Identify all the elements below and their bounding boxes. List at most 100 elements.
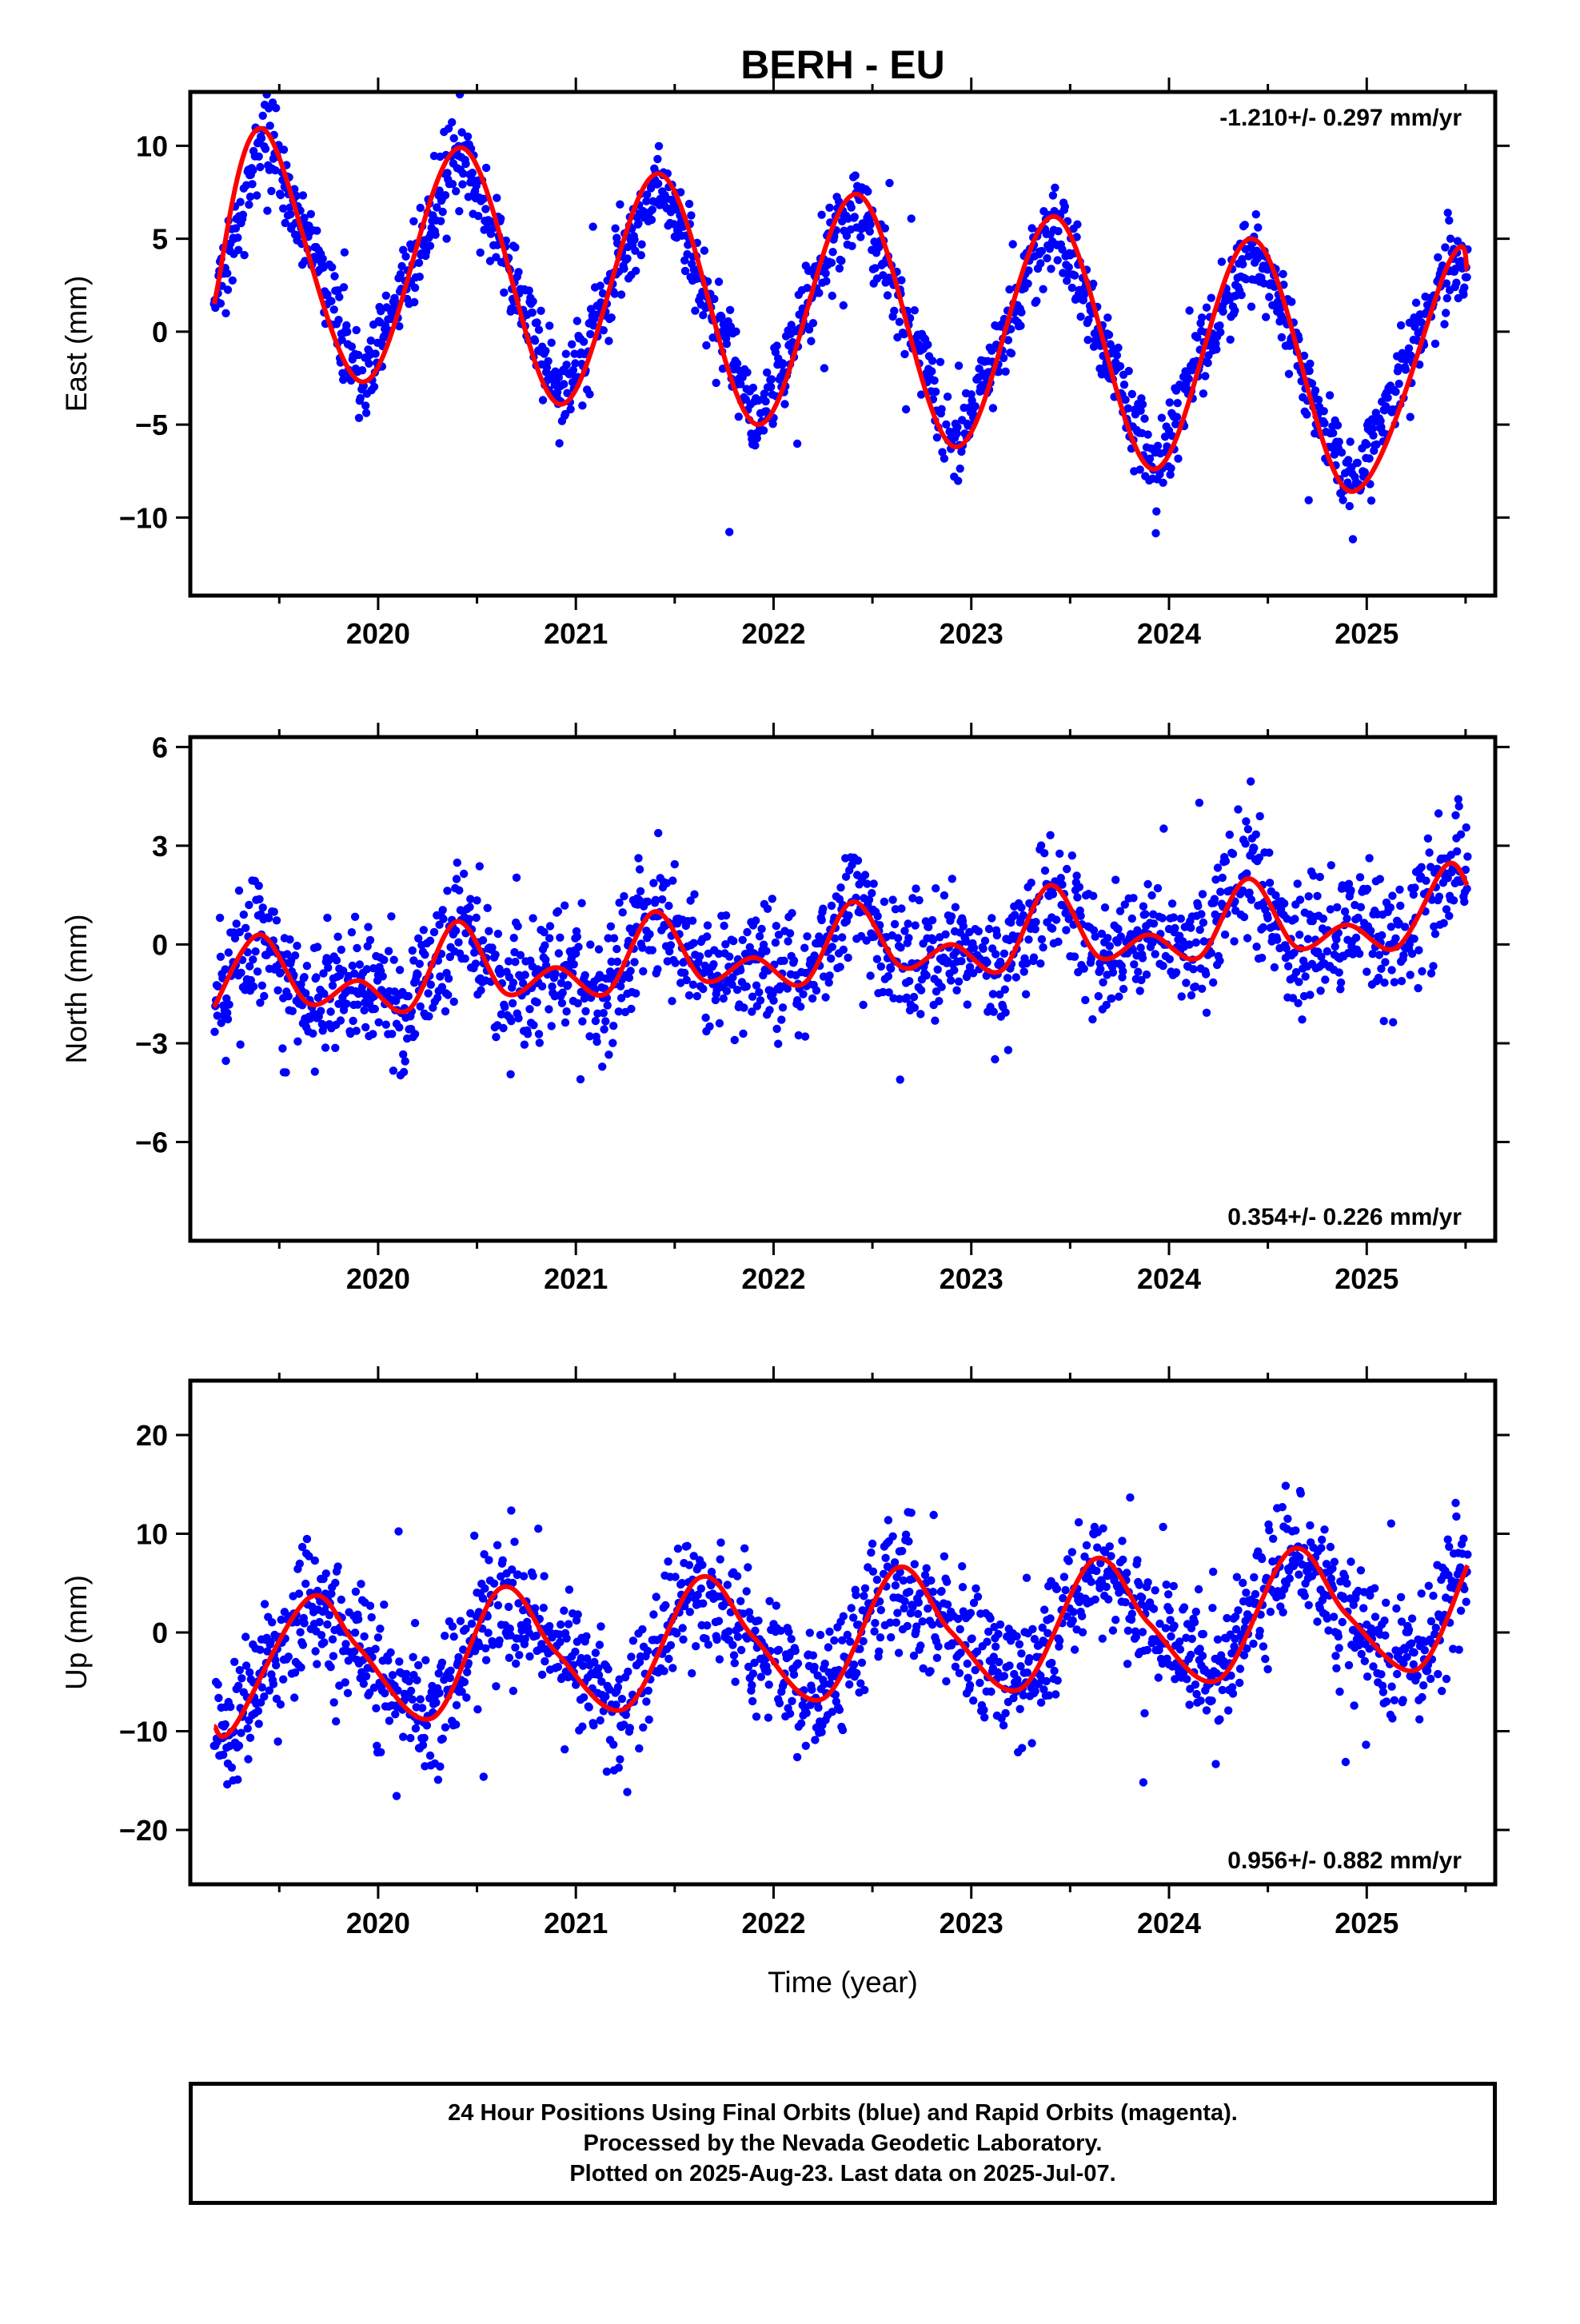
data-point (797, 1720, 805, 1728)
data-point (743, 369, 751, 377)
data-point (729, 937, 737, 945)
data-point (586, 940, 594, 948)
data-point (1141, 910, 1149, 918)
data-point (1282, 1481, 1290, 1489)
data-point (1279, 270, 1287, 278)
data-point (674, 1545, 682, 1553)
data-point (536, 1038, 544, 1046)
data-point (1170, 1621, 1178, 1629)
data-point (589, 222, 596, 230)
data-point (1041, 867, 1049, 875)
data-point (1051, 1690, 1059, 1698)
data-point (255, 882, 263, 890)
data-point (1231, 306, 1239, 314)
data-point (1219, 308, 1227, 316)
data-point (258, 982, 266, 990)
data-point (644, 1687, 652, 1695)
data-point (941, 931, 949, 939)
data-point (1252, 831, 1260, 839)
data-point (405, 992, 413, 1000)
data-point (441, 1724, 449, 1732)
data-point (509, 999, 517, 1007)
data-point (1071, 953, 1079, 961)
data-point (1215, 1716, 1223, 1724)
data-point (757, 925, 765, 933)
data-point (615, 1764, 623, 1772)
data-point (601, 1692, 609, 1700)
data-point (664, 1557, 672, 1565)
data-point (401, 1057, 409, 1065)
data-point (561, 902, 569, 910)
data-point (401, 253, 409, 261)
data-point (828, 943, 836, 951)
data-point (568, 341, 576, 349)
data-point (784, 937, 792, 945)
data-point (337, 946, 345, 954)
y-tick-label: 0 (152, 928, 168, 961)
data-point (221, 965, 229, 973)
data-point (845, 1680, 853, 1688)
data-point (1178, 992, 1186, 1000)
data-point (228, 1764, 236, 1772)
data-point (634, 854, 642, 862)
data-point (737, 1646, 745, 1654)
x-tick-label: 2025 (1335, 617, 1398, 650)
data-point (529, 1572, 537, 1580)
data-point (454, 1653, 462, 1661)
data-point (555, 439, 563, 447)
data-point (1194, 902, 1202, 910)
data-point (1429, 962, 1437, 970)
data-point (905, 977, 913, 985)
data-point (991, 1055, 999, 1063)
data-point (333, 956, 341, 964)
data-point (1061, 1586, 1069, 1594)
data-point (752, 916, 760, 924)
data-point (1001, 1709, 1009, 1717)
data-point (860, 1592, 868, 1600)
data-point (1380, 979, 1388, 987)
data-point (607, 923, 615, 931)
data-point (1201, 372, 1209, 380)
data-point (513, 922, 521, 930)
data-point (1054, 938, 1062, 946)
data-point (266, 122, 274, 130)
data-point (667, 1641, 675, 1649)
data-point (1159, 962, 1167, 970)
data-point (1196, 926, 1204, 934)
data-point (362, 1672, 370, 1680)
x-tick-label: 2021 (544, 617, 608, 650)
data-point (645, 930, 653, 938)
data-point (703, 932, 711, 940)
data-point (1230, 937, 1238, 945)
data-point (1079, 1628, 1087, 1636)
data-point (1347, 1557, 1355, 1565)
data-point (1398, 977, 1406, 985)
data-point (1241, 839, 1249, 847)
data-point (1191, 1618, 1199, 1626)
data-point (249, 983, 257, 991)
data-point (329, 982, 337, 990)
data-point (604, 1001, 612, 1009)
data-point (555, 949, 563, 957)
data-point (757, 1672, 765, 1680)
data-point (1139, 1778, 1147, 1786)
data-point (562, 350, 570, 358)
data-point (1463, 852, 1471, 860)
data-point (510, 1537, 518, 1545)
data-point (1049, 191, 1057, 199)
data-point (369, 1030, 377, 1038)
data-point (930, 377, 938, 385)
data-point (980, 1713, 988, 1721)
data-point (495, 1636, 503, 1644)
data-point (685, 1561, 693, 1569)
data-point (1443, 294, 1451, 302)
data-point (1053, 1585, 1061, 1593)
data-point (1235, 1679, 1243, 1687)
data-point (603, 1768, 611, 1776)
data-point (1172, 968, 1180, 976)
data-point (900, 350, 908, 358)
data-point (897, 904, 905, 912)
data-point (1151, 950, 1159, 958)
data-point (1239, 260, 1247, 268)
